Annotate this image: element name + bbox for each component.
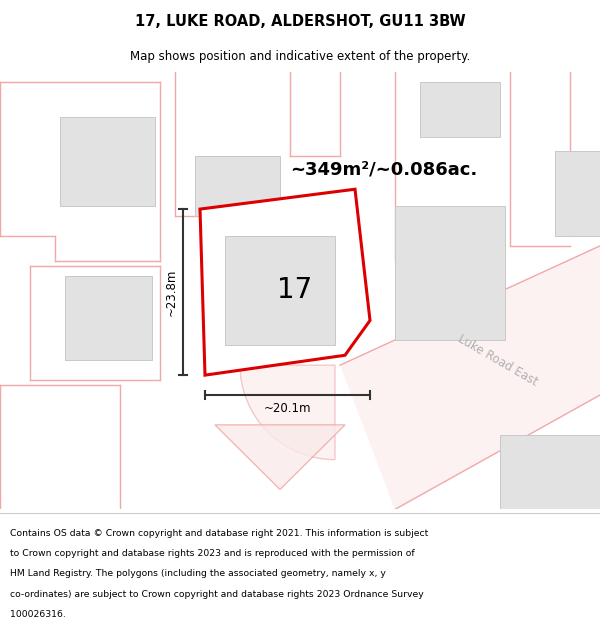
Polygon shape — [60, 117, 155, 206]
Polygon shape — [200, 189, 370, 375]
Wedge shape — [240, 365, 335, 459]
Polygon shape — [420, 82, 500, 136]
Text: ~23.8m: ~23.8m — [164, 268, 178, 316]
Text: 17: 17 — [277, 276, 313, 304]
Polygon shape — [500, 435, 600, 509]
Text: Contains OS data © Crown copyright and database right 2021. This information is : Contains OS data © Crown copyright and d… — [10, 529, 428, 538]
Text: Map shows position and indicative extent of the property.: Map shows position and indicative extent… — [130, 49, 470, 62]
Polygon shape — [555, 151, 600, 236]
Text: 100026316.: 100026316. — [10, 610, 66, 619]
Polygon shape — [195, 156, 280, 216]
Polygon shape — [215, 425, 345, 489]
Text: ~20.1m: ~20.1m — [264, 402, 311, 416]
Text: HM Land Registry. The polygons (including the associated geometry, namely x, y: HM Land Registry. The polygons (includin… — [10, 569, 386, 579]
Polygon shape — [340, 246, 600, 509]
Text: to Crown copyright and database rights 2023 and is reproduced with the permissio: to Crown copyright and database rights 2… — [10, 549, 415, 558]
Text: ~349m²/~0.086ac.: ~349m²/~0.086ac. — [290, 161, 477, 178]
Text: Luke Road East: Luke Road East — [456, 332, 540, 388]
Polygon shape — [395, 206, 505, 341]
Polygon shape — [65, 276, 152, 360]
Text: 17, LUKE ROAD, ALDERSHOT, GU11 3BW: 17, LUKE ROAD, ALDERSHOT, GU11 3BW — [134, 14, 466, 29]
Polygon shape — [225, 236, 335, 345]
Text: co-ordinates) are subject to Crown copyright and database rights 2023 Ordnance S: co-ordinates) are subject to Crown copyr… — [10, 590, 424, 599]
